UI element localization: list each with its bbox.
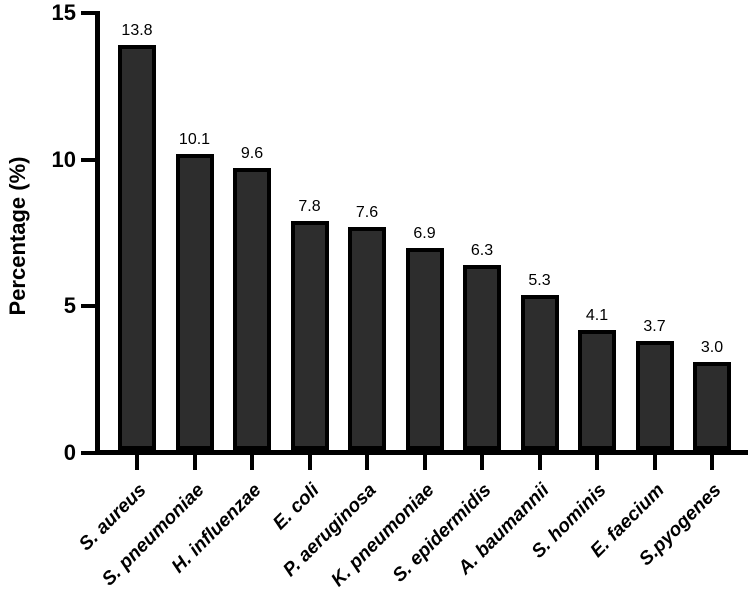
x-axis-tick [250, 455, 254, 470]
bar-value-label: 6.3 [470, 242, 494, 260]
x-axis-tick [710, 455, 714, 470]
y-axis-tick [81, 157, 95, 162]
bar-value-label: 3.7 [643, 318, 666, 336]
bar-value-label: 7.6 [355, 204, 379, 222]
bar-value-label: 3.0 [700, 339, 724, 356]
bar-s-hominis [578, 329, 616, 450]
y-tick-label: 15 [51, 0, 76, 25]
x-axis-tick [135, 455, 139, 470]
bar-value-label: 10.1 [178, 130, 211, 148]
bar-k-pneumoniae [405, 247, 444, 450]
bar-e-faecium [635, 341, 674, 450]
x-axis-tick [422, 455, 427, 470]
bar-value-label: 4.1 [585, 306, 609, 324]
y-axis-line [95, 11, 100, 455]
bar-e-coli [290, 221, 329, 450]
bar-s-pneumoniae [175, 153, 214, 450]
x-axis-tick [192, 455, 197, 470]
bar-a-baumannii [520, 294, 559, 450]
y-tick-label: 10 [51, 146, 76, 172]
y-axis-tick [81, 451, 95, 455]
x-axis-tick [480, 455, 484, 470]
bar-value-label: 9.6 [240, 145, 264, 163]
bar-value-label: 5.3 [528, 271, 551, 289]
bar-s-epidermidis [463, 265, 501, 450]
x-axis-tick [595, 455, 599, 470]
y-tick-label: 5 [63, 293, 76, 319]
x-axis-tick [307, 455, 312, 470]
y-axis-tick [81, 11, 95, 15]
bar-value-label: 13.8 [121, 22, 153, 40]
y-tick-label: 0 [63, 440, 76, 465]
bar-h-influenzae [233, 168, 271, 450]
bar-value-label: 6.9 [413, 224, 436, 242]
x-axis-line [95, 450, 748, 455]
x-axis-tick [537, 455, 542, 470]
bar-s-pyogenes [693, 362, 731, 450]
x-axis-tick [365, 455, 369, 470]
x-category-label: S. aureus [75, 479, 151, 556]
bar-p-aeruginosa [348, 227, 386, 450]
x-axis-tick [652, 455, 657, 470]
bar-value-label: 7.8 [298, 198, 321, 216]
y-axis-tick [81, 304, 95, 309]
bar-s-aureus [118, 45, 156, 450]
